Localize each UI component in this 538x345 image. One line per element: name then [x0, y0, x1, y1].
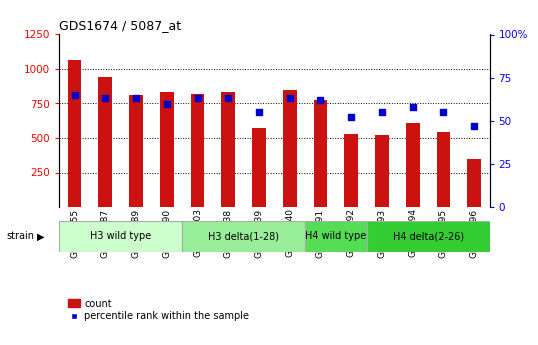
Text: ▶: ▶: [37, 231, 44, 241]
Point: [193, 96, 202, 101]
Point: [132, 96, 140, 101]
Bar: [406, 123, 420, 207]
Text: strain: strain: [6, 231, 34, 241]
Bar: [182, 221, 305, 252]
Text: GDS1674 / 5087_at: GDS1674 / 5087_at: [59, 19, 181, 32]
Text: H4 delta(2-26): H4 delta(2-26): [393, 231, 464, 241]
Bar: [375, 135, 389, 207]
Point: [101, 96, 110, 101]
Point: [378, 109, 386, 115]
Bar: [305, 221, 366, 252]
Bar: [98, 77, 112, 207]
Text: H3 delta(1-28): H3 delta(1-28): [208, 231, 279, 241]
Bar: [283, 90, 296, 207]
Point: [162, 101, 171, 106]
Bar: [129, 95, 143, 207]
Point: [224, 96, 232, 101]
Bar: [221, 92, 235, 207]
Point: [439, 109, 448, 115]
Bar: [314, 100, 328, 207]
Bar: [160, 92, 174, 207]
Point: [254, 109, 263, 115]
Bar: [59, 221, 182, 252]
Bar: [468, 159, 481, 207]
Point: [286, 96, 294, 101]
Point: [470, 123, 478, 129]
Point: [316, 97, 325, 103]
Point: [408, 104, 417, 110]
Text: H4 wild type: H4 wild type: [305, 231, 366, 241]
Text: H3 wild type: H3 wild type: [90, 231, 151, 241]
Bar: [366, 221, 490, 252]
Point: [347, 115, 356, 120]
Bar: [68, 60, 81, 207]
Legend: count, percentile rank within the sample: count, percentile rank within the sample: [64, 295, 253, 325]
Bar: [252, 128, 266, 207]
Bar: [190, 94, 204, 207]
Point: [70, 92, 79, 98]
Bar: [344, 134, 358, 207]
Bar: [436, 132, 450, 207]
